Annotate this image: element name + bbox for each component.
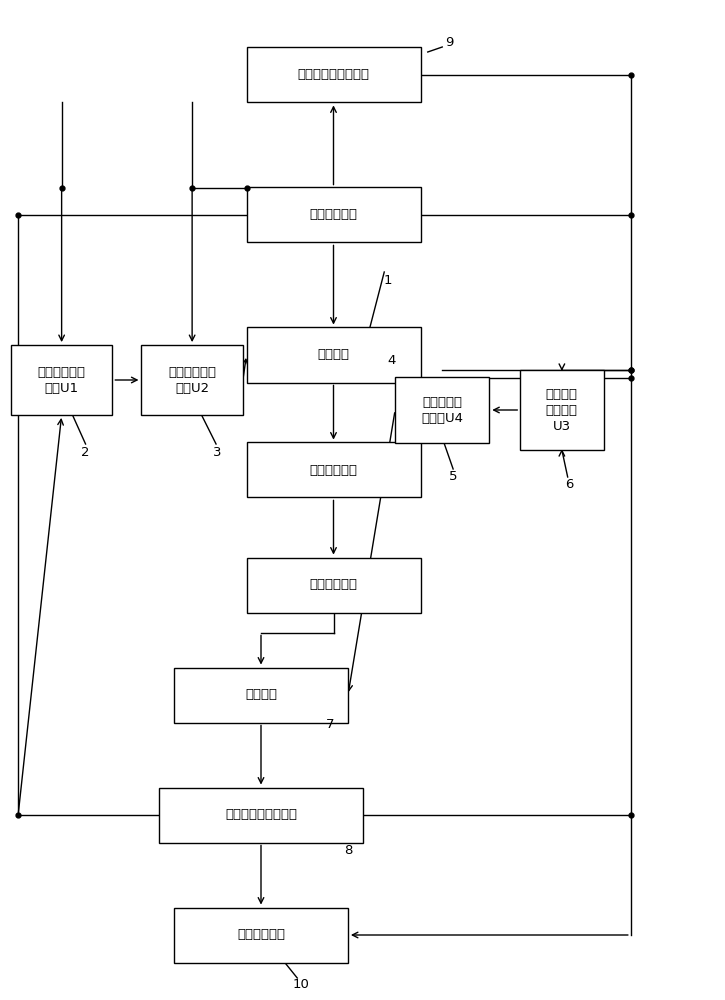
Text: 过电流检
测比较器
U3: 过电流检 测比较器 U3: [546, 387, 578, 432]
Text: 过电压检测比
较器U2: 过电压检测比 较器U2: [168, 365, 216, 394]
Bar: [247, 47, 420, 102]
Text: 10: 10: [292, 978, 310, 992]
Text: 本安输出正极: 本安输出正极: [310, 464, 357, 477]
Bar: [174, 908, 348, 962]
Text: 1: 1: [384, 273, 392, 286]
Text: 2: 2: [81, 446, 90, 458]
Bar: [174, 668, 348, 722]
Text: 过电流检测比
较器U1: 过电流检测比 较器U1: [38, 365, 86, 394]
Bar: [520, 370, 603, 450]
Text: 第二开关: 第二开关: [245, 688, 277, 702]
Bar: [247, 442, 420, 497]
Text: 过电压检测
比较器U4: 过电压检测 比较器U4: [421, 395, 463, 424]
Text: 电流取样电路输出端: 电流取样电路输出端: [225, 808, 297, 822]
Text: 第一开关: 第一开关: [318, 349, 349, 361]
Text: 9: 9: [445, 35, 454, 48]
Bar: [247, 187, 420, 242]
Text: 本安输出负极: 本安输出负极: [310, 578, 357, 591]
Text: 3: 3: [213, 446, 222, 458]
Bar: [11, 345, 112, 415]
Text: 5: 5: [449, 471, 457, 484]
Bar: [141, 345, 243, 415]
Text: 4: 4: [387, 354, 396, 366]
Text: 电压取样电路输出端: 电压取样电路输出端: [297, 68, 370, 82]
Bar: [395, 377, 489, 442]
Text: 7: 7: [326, 718, 334, 732]
Text: 输入电源负极: 输入电源负极: [237, 928, 285, 942]
Text: 8: 8: [344, 844, 352, 856]
Bar: [160, 788, 362, 842]
Bar: [247, 328, 420, 382]
Text: 6: 6: [565, 479, 573, 491]
Bar: [247, 558, 420, 612]
Text: 输入电源正极: 输入电源正极: [310, 209, 357, 222]
